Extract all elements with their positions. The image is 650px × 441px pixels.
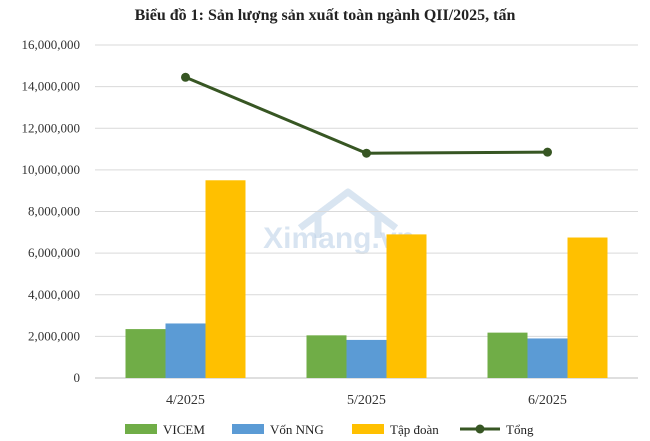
y-tick-label: 8,000,000 (28, 204, 80, 219)
bar-vicem (125, 329, 166, 378)
y-tick-label: 14,000,000 (22, 79, 81, 94)
y-tick-label: 0 (74, 370, 81, 385)
bar-vốn-nng (527, 338, 568, 378)
bar-vốn-nng (165, 323, 206, 378)
bar-tập-đoàn (567, 237, 608, 378)
bar-vốn-nng (346, 339, 387, 378)
y-tick-label: 6,000,000 (28, 245, 80, 260)
legend: VICEM Vốn NNG Tập đoàn Tổng (125, 422, 534, 437)
line-point (181, 72, 190, 82)
y-tick-label: 12,000,000 (22, 120, 81, 135)
x-tick-label: 6/2025 (528, 393, 567, 408)
y-axis: 0 2,000,000 4,000,000 6,000,000 8,000,000 10,… (22, 37, 81, 385)
house-roof-icon (297, 188, 399, 238)
line-point (543, 147, 552, 157)
legend-label: VICEM (163, 422, 205, 437)
legend-label: Vốn NNG (270, 422, 324, 437)
y-tick-label: 16,000,000 (22, 37, 81, 52)
grid (95, 44, 638, 379)
y-tick-label: 2,000,000 (28, 328, 80, 343)
y-tick-label: 4,000,000 (28, 287, 80, 302)
line-series (181, 72, 552, 158)
x-tick-label: 5/2025 (347, 393, 386, 408)
legend-swatch (125, 424, 157, 434)
legend-swatch (352, 424, 384, 434)
bar-tập-đoàn (386, 234, 427, 378)
line-tong (184, 75, 548, 155)
line-point (362, 148, 371, 158)
chart-title: Biểu đồ 1: Sản lượng sản xuất toàn ngành… (135, 7, 516, 24)
legend-label: Tập đoàn (390, 422, 439, 437)
bars (125, 180, 608, 378)
legend-marker (475, 424, 485, 434)
legend-label: Tổng (506, 422, 534, 437)
x-axis: 4/2025 5/2025 6/2025 (166, 393, 567, 408)
bar-vicem (487, 332, 528, 378)
bar-vicem (306, 335, 347, 378)
x-tick-label: 4/2025 (166, 393, 205, 408)
y-tick-label: 10,000,000 (22, 162, 81, 177)
bar-tập-đoàn (205, 180, 246, 378)
legend-swatch (232, 424, 264, 434)
